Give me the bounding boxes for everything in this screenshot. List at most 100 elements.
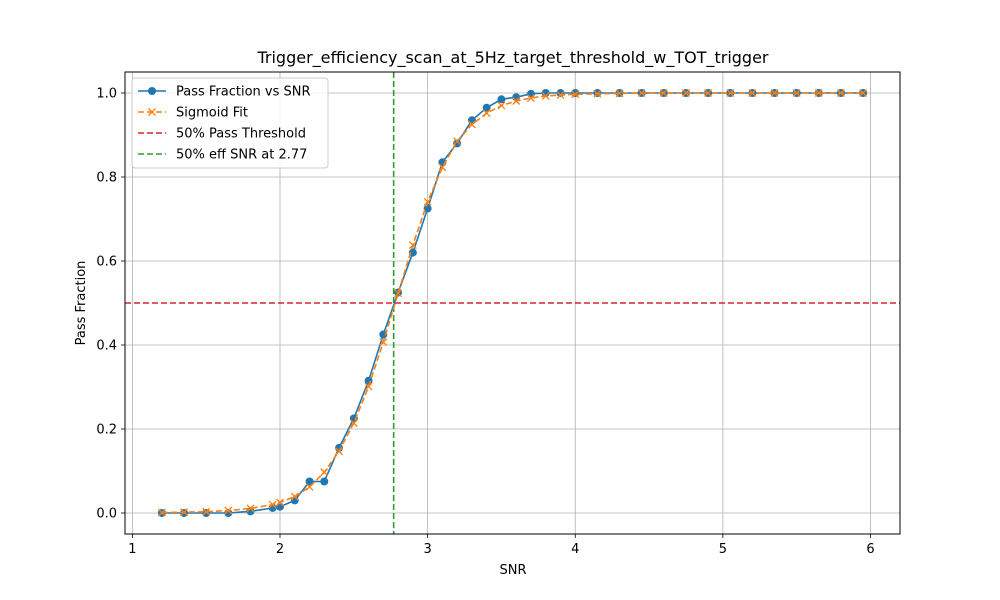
data-point bbox=[467, 116, 476, 125]
fit-point-stroke bbox=[726, 89, 735, 97]
data-point bbox=[379, 330, 388, 339]
series-line-0 bbox=[161, 92, 864, 514]
data-point bbox=[571, 89, 580, 97]
fit-point bbox=[704, 89, 713, 97]
fit-point-stroke bbox=[438, 163, 447, 172]
fit-point bbox=[659, 89, 668, 97]
fit-point bbox=[571, 90, 580, 99]
legend-box bbox=[131, 77, 329, 169]
fit-point-stroke bbox=[320, 468, 329, 477]
legend-marker bbox=[148, 108, 156, 116]
y-tick-label: 0.4 bbox=[96, 339, 117, 354]
data-point bbox=[408, 248, 417, 257]
fit-point-stroke bbox=[704, 89, 713, 97]
fit-point-stroke bbox=[408, 241, 417, 249]
fit-point-stroke bbox=[364, 382, 373, 391]
legend-marker bbox=[148, 87, 156, 95]
legend-label: Pass Fraction vs SNR bbox=[176, 85, 311, 100]
x-tick-label: 3 bbox=[423, 542, 431, 557]
fit-point bbox=[770, 89, 779, 97]
fit-point-stroke bbox=[836, 89, 845, 97]
fit-point bbox=[202, 507, 211, 516]
x-tick-label: 2 bbox=[276, 542, 284, 557]
legend-label: Sigmoid Fit bbox=[176, 106, 248, 121]
fit-point-stroke bbox=[571, 90, 580, 99]
fit-point bbox=[526, 94, 535, 102]
fit-point bbox=[276, 498, 284, 507]
fit-point bbox=[290, 492, 299, 501]
fit-point bbox=[814, 89, 823, 97]
fit-point-stroke bbox=[859, 89, 868, 97]
fit-point bbox=[335, 447, 344, 456]
fit-point bbox=[726, 89, 735, 97]
fit-point bbox=[157, 508, 166, 517]
legend-label: 50% eff SNR at 2.77 bbox=[176, 148, 307, 163]
fit-point-stroke bbox=[290, 492, 299, 501]
fit-point-stroke bbox=[637, 89, 646, 97]
fit-point bbox=[408, 241, 417, 249]
data-point bbox=[497, 95, 506, 104]
plot-frame bbox=[124, 71, 901, 535]
fit-point bbox=[482, 109, 491, 118]
data-point bbox=[276, 502, 284, 511]
fit-point bbox=[349, 419, 358, 428]
x-tick-label: 5 bbox=[719, 542, 727, 557]
fit-point-stroke bbox=[379, 338, 388, 347]
fit-point bbox=[512, 97, 521, 105]
fit-point bbox=[541, 91, 550, 100]
fit-point-stroke bbox=[497, 101, 506, 110]
fit-point-stroke bbox=[482, 109, 491, 118]
x-tick-label: 1 bbox=[128, 542, 136, 557]
fit-point bbox=[467, 120, 476, 129]
fit-point-stroke bbox=[792, 89, 801, 97]
fit-point bbox=[615, 89, 624, 98]
fit-point bbox=[438, 163, 447, 172]
fit-point bbox=[180, 508, 189, 517]
y-tick-label: 1.0 bbox=[96, 87, 117, 102]
fit-point-stroke bbox=[224, 506, 233, 515]
fit-point-stroke bbox=[556, 91, 565, 100]
fit-point bbox=[423, 197, 432, 206]
fit-point bbox=[305, 483, 314, 491]
axis-ticks: 1 2 3 4 5 6 0.0 0.2 0.4 0.6 0.8 1.0 bbox=[96, 87, 874, 558]
data-point bbox=[202, 509, 211, 517]
fit-point bbox=[224, 506, 233, 515]
fit-point-stroke bbox=[659, 89, 668, 97]
fit-point bbox=[394, 289, 403, 298]
fit-point bbox=[792, 89, 801, 97]
fit-point-stroke bbox=[246, 504, 255, 513]
fit-point-stroke bbox=[526, 94, 535, 102]
fit-point-stroke bbox=[335, 447, 344, 456]
fit-point bbox=[246, 504, 255, 513]
data-point bbox=[320, 477, 329, 486]
fit-point bbox=[836, 89, 845, 97]
fit-point-stroke bbox=[748, 89, 757, 97]
y-axis-label: Pass Fraction bbox=[74, 261, 89, 346]
fit-point bbox=[497, 101, 506, 110]
fit-point-stroke bbox=[770, 89, 779, 97]
fit-point bbox=[748, 89, 757, 97]
fit-point-stroke bbox=[157, 508, 166, 517]
fit-point bbox=[320, 468, 329, 477]
fit-point-stroke bbox=[593, 89, 602, 98]
fit-point-stroke bbox=[681, 89, 690, 97]
fit-point-stroke bbox=[349, 419, 358, 428]
fit-point-stroke bbox=[615, 89, 624, 98]
fit-point-stroke bbox=[305, 483, 314, 491]
fit-point-stroke bbox=[453, 137, 462, 146]
data-point bbox=[541, 89, 550, 97]
fit-point-stroke bbox=[276, 498, 284, 507]
legend: Pass Fraction vs SNR Sigmoid Fit 50% Pass … bbox=[131, 77, 329, 169]
x-axis-label: SNR bbox=[499, 563, 526, 578]
fit-point-stroke bbox=[512, 97, 521, 105]
data-point bbox=[526, 89, 535, 98]
fit-point-stroke bbox=[202, 507, 211, 516]
fit-point bbox=[593, 89, 602, 98]
fit-point bbox=[268, 500, 277, 509]
fit-point-stroke bbox=[268, 500, 277, 509]
y-tick-label: 0.2 bbox=[96, 423, 117, 438]
data-point bbox=[482, 103, 491, 112]
fit-point-stroke bbox=[467, 120, 476, 129]
fit-point bbox=[637, 89, 646, 97]
